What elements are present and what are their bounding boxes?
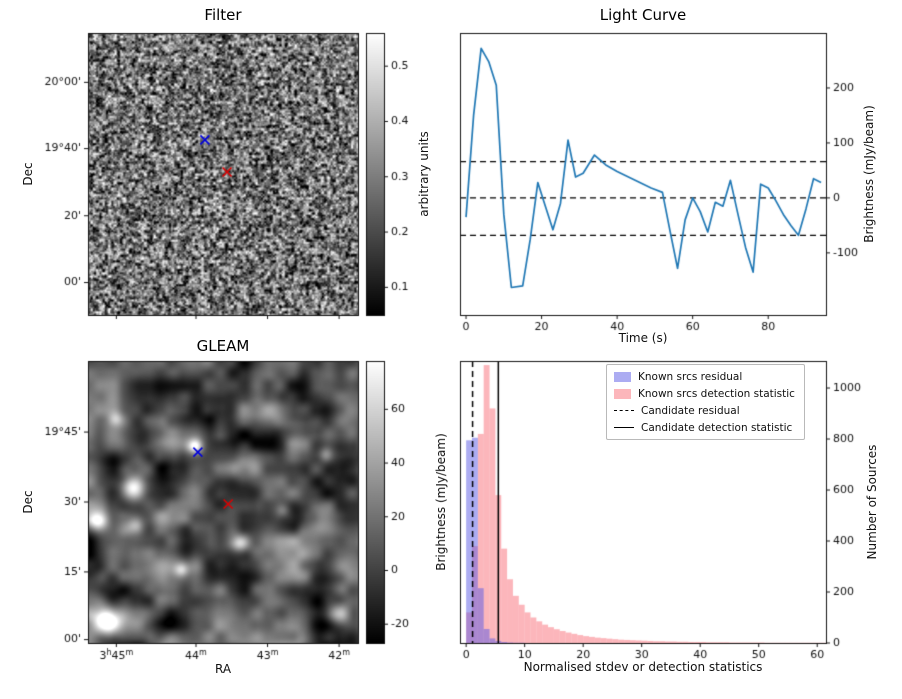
legend-swatch-patch <box>614 388 631 399</box>
gleam-title: GLEAM <box>196 337 250 355</box>
legend-entry: Known srcs residual <box>614 369 795 384</box>
filter-title: Filter <box>204 6 242 24</box>
legend-entry: Candidate residual <box>614 403 795 418</box>
legend-label: Candidate residual <box>641 404 740 417</box>
gleam-ra-axis-label: RA <box>214 662 232 676</box>
histogram-legend: Known srcs residual Known srcs detection … <box>606 364 805 440</box>
legend-swatch-solid-line <box>614 427 634 428</box>
histogram-count-axis-label: Number of Sources <box>865 444 879 560</box>
filter-dec-axis-label: Dec <box>21 162 35 186</box>
light-curve-title: Light Curve <box>599 6 687 24</box>
legend-swatch-dashed-line <box>614 410 634 411</box>
histogram-x-axis-label: Normalised stdev or detection statistics <box>523 660 763 674</box>
legend-entry: Known srcs detection statistic <box>614 386 795 401</box>
light-curve-time-axis-label: Time (s) <box>618 331 668 345</box>
legend-label: Known srcs residual <box>638 370 743 383</box>
legend-label: Candidate detection statistic <box>641 421 793 434</box>
legend-label: Known srcs detection statistic <box>638 387 795 400</box>
light-curve-brightness-label: Brightness (mJy/beam) <box>862 105 876 243</box>
gleam-dec-axis-label: Dec <box>21 490 35 514</box>
filter-colorbar-label: arbitrary units <box>417 131 431 217</box>
legend-entry: Candidate detection statistic <box>614 420 795 435</box>
legend-swatch-patch <box>614 371 631 382</box>
gleam-colorbar-label: Brightness (mJy/beam) <box>434 433 448 571</box>
